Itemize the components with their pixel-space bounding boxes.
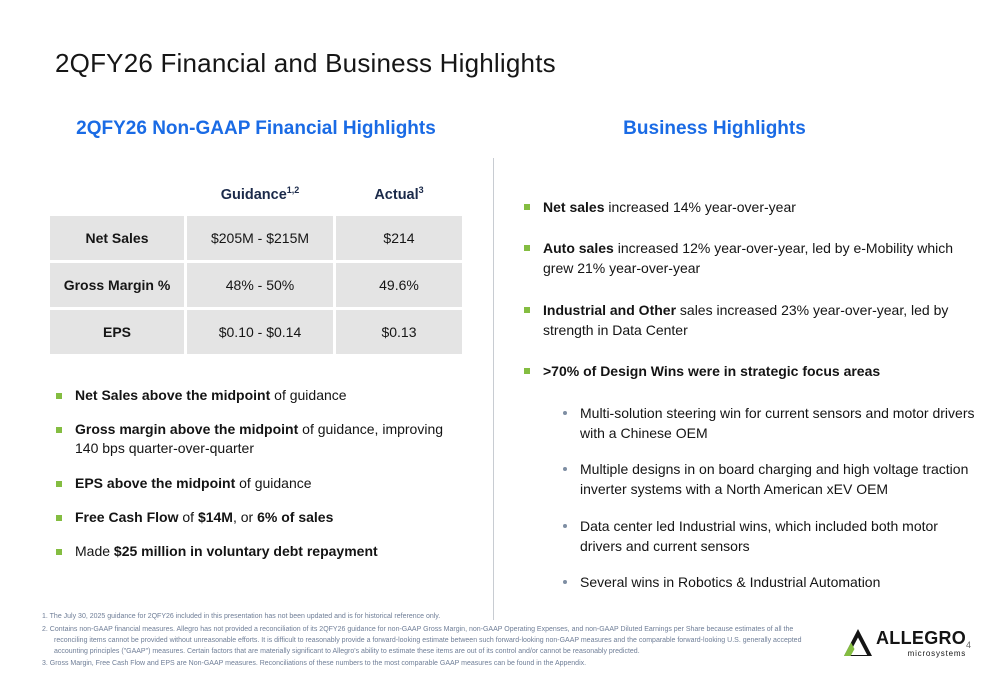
bullet-text: Made $25 million in voluntary debt repay… bbox=[75, 543, 378, 560]
bullet-text: Free Cash Flow of $14M, or 6% of sales bbox=[75, 508, 334, 525]
allegro-logo-name: ALLEGRO bbox=[876, 627, 967, 648]
list-item: Made $25 million in voluntary debt repay… bbox=[50, 542, 462, 561]
table-row-label: Gross Margin % bbox=[50, 262, 184, 307]
sub-bullet-dot-icon bbox=[563, 410, 567, 415]
guidance-footnote-superscript: 1,2 bbox=[286, 184, 300, 195]
list-item: Gross margin above the midpoint of guida… bbox=[50, 420, 462, 459]
allegro-logo-mark-icon bbox=[843, 628, 873, 658]
list-item: Net sales increased 14% year-over-year bbox=[522, 197, 977, 217]
sub-bullet-text: Multi-solution steering win for current … bbox=[580, 404, 975, 441]
bullet-square-icon bbox=[56, 426, 62, 433]
sub-bullet-dot-icon bbox=[563, 580, 567, 585]
bullet-square-icon bbox=[524, 306, 530, 313]
financial-highlights-section: 2QFY26 Non-GAAP Financial Highlights Gui… bbox=[50, 118, 462, 577]
table-cell-actual: $214 bbox=[336, 215, 462, 260]
sub-bullet-dot-icon bbox=[563, 523, 567, 528]
actual-header-label: Actual bbox=[374, 186, 419, 203]
sub-list-item: Data center led Industrial wins, which i… bbox=[563, 516, 977, 557]
page-number: 4 bbox=[966, 640, 972, 650]
footnotes: 1. The July 30, 2025 guidance for 2QFY26… bbox=[42, 612, 824, 672]
bullet-text: EPS above the midpoint of guidance bbox=[75, 474, 312, 491]
financial-table: Guidance1,2 Actual3 Net Sales $205M - $2… bbox=[50, 177, 462, 354]
table-cell-guidance: $205M - $215M bbox=[187, 215, 333, 260]
business-highlights-section: Business Highlights Net sales increased … bbox=[522, 118, 977, 609]
sub-bullet-text: Multiple designs in on board charging an… bbox=[580, 461, 969, 498]
list-item: EPS above the midpoint of guidance bbox=[50, 474, 462, 493]
allegro-logo-subtext: microsystems bbox=[907, 648, 967, 658]
list-item: Industrial and Other sales increased 23%… bbox=[522, 300, 977, 341]
table-row-label: EPS bbox=[50, 309, 184, 354]
table-cell-actual: $0.13 bbox=[336, 309, 462, 354]
actual-footnote-superscript: 3 bbox=[418, 184, 424, 195]
business-highlights-heading: Business Highlights bbox=[623, 118, 806, 139]
table-cell-guidance: 48% - 50% bbox=[187, 262, 333, 307]
table-row-label: Net Sales bbox=[50, 215, 184, 260]
bullet-text: Industrial and Other sales increased 23%… bbox=[543, 301, 949, 338]
list-item: Auto sales increased 12% year-over-year,… bbox=[522, 238, 977, 279]
bullet-text: Auto sales increased 12% year-over-year,… bbox=[543, 240, 954, 277]
bullet-square-icon bbox=[56, 480, 62, 487]
allegro-logo-text: ALLEGRO microsystems bbox=[876, 629, 966, 658]
page-title: 2QFY26 Financial and Business Highlights bbox=[55, 48, 556, 78]
financial-highlights-heading: 2QFY26 Non-GAAP Financial Highlights bbox=[76, 118, 436, 139]
guidance-header-label: Guidance bbox=[220, 186, 287, 203]
footnote-2: 2. Contains non-GAAP financial measures.… bbox=[42, 625, 802, 655]
bullet-square-icon bbox=[524, 245, 530, 252]
list-item: Net Sales above the midpoint of guidance bbox=[50, 386, 462, 405]
bullet-square-icon bbox=[56, 392, 62, 399]
bullet-text: Net Sales above the midpoint of guidance bbox=[75, 386, 347, 403]
bullet-square-icon bbox=[56, 549, 62, 556]
bullet-text: Gross margin above the midpoint of guida… bbox=[75, 420, 444, 457]
design-wins-sub-list: Multi-solution steering win for current … bbox=[563, 403, 977, 593]
list-item: >70% of Design Wins were in strategic fo… bbox=[522, 361, 977, 381]
bullet-square-icon bbox=[524, 203, 530, 210]
sub-bullet-text: Several wins in Robotics & Industrial Au… bbox=[580, 574, 881, 591]
column-header-guidance: Guidance1,2 bbox=[187, 177, 333, 213]
table-cell-guidance: $0.10 - $0.14 bbox=[187, 309, 333, 354]
list-item: Free Cash Flow of $14M, or 6% of sales bbox=[50, 508, 462, 527]
business-bullet-list: Net sales increased 14% year-over-year A… bbox=[522, 197, 977, 593]
bullet-text: >70% of Design Wins were in strategic fo… bbox=[543, 363, 881, 380]
sub-list-item: Several wins in Robotics & Industrial Au… bbox=[563, 572, 977, 592]
table-corner-cell bbox=[50, 177, 184, 213]
sub-list-item: Multi-solution steering win for current … bbox=[563, 403, 977, 444]
allegro-logo: ALLEGRO microsystems bbox=[843, 628, 966, 658]
financial-bullet-list: Net Sales above the midpoint of guidance… bbox=[50, 386, 462, 562]
footnote-1: 1. The July 30, 2025 guidance for 2QFY26… bbox=[42, 613, 441, 620]
column-divider bbox=[493, 158, 494, 620]
sub-list-item: Multiple designs in on board charging an… bbox=[563, 459, 977, 500]
bullet-text: Net sales increased 14% year-over-year bbox=[543, 198, 796, 215]
column-header-actual: Actual3 bbox=[336, 177, 462, 213]
sub-bullet-text: Data center led Industrial wins, which i… bbox=[580, 517, 938, 555]
bullet-square-icon bbox=[56, 514, 62, 521]
bullet-square-icon bbox=[524, 368, 530, 375]
footnote-3: 3. Gross Margin, Free Cash Flow and EPS … bbox=[42, 660, 587, 668]
table-cell-actual: 49.6% bbox=[336, 262, 462, 307]
sub-bullet-dot-icon bbox=[563, 467, 567, 472]
